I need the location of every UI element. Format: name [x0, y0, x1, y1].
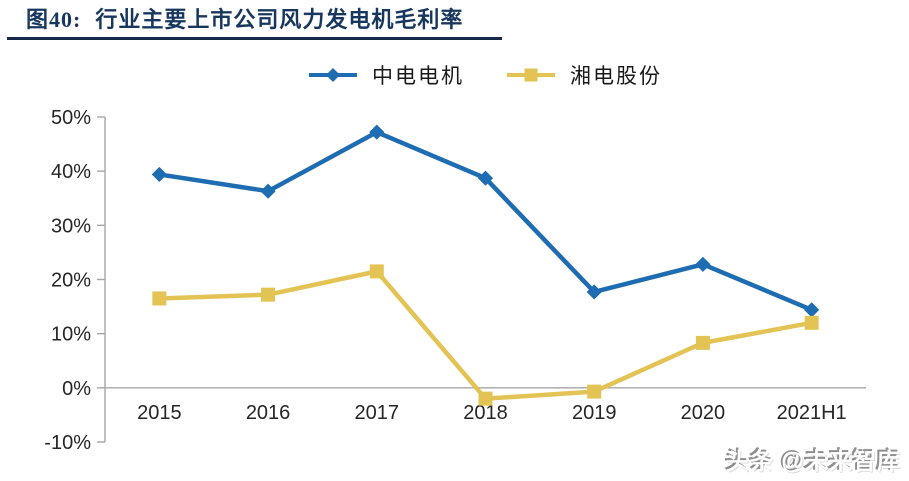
data-point-square — [369, 264, 384, 279]
y-axis-label: 0% — [62, 378, 91, 400]
watermark: 头条 @未来智库 — [726, 448, 901, 474]
legend-label-series1: 中电电机 — [372, 64, 464, 88]
data-point-square — [587, 384, 602, 399]
y-axis-label: -10% — [44, 432, 91, 454]
x-axis-label: 2018 — [463, 402, 508, 424]
legend-line-diamond-icon — [308, 67, 358, 83]
figure-title: 图40: 行业主要上市公司风力发电机毛利率 — [26, 7, 463, 32]
figure-number-label: 图40: — [26, 7, 82, 32]
data-point-diamond — [586, 284, 602, 300]
legend-line-square-icon — [506, 67, 556, 83]
data-point-square — [478, 391, 493, 406]
data-point-diamond — [477, 170, 494, 186]
data-point-diamond — [695, 256, 711, 272]
data-point-diamond — [260, 183, 276, 199]
x-axis-label: 2016 — [246, 402, 291, 424]
data-point-square — [261, 287, 276, 302]
data-point-diamond — [151, 166, 167, 183]
x-axis-label: 2017 — [355, 402, 400, 424]
data-point-square — [804, 315, 819, 330]
chart-legend: 中电电机 湘电股份 — [105, 60, 865, 90]
legend-label-series2: 湘电股份 — [570, 64, 662, 88]
y-axis-label: 20% — [51, 270, 91, 292]
figure-title-text: 行业主要上市公司风力发电机毛利率 — [95, 7, 464, 32]
x-axis-label: 2021H1 — [777, 402, 847, 424]
y-axis-label: 50% — [51, 107, 91, 129]
series-line-1 — [157, 269, 814, 401]
legend-item-zhongdian-motor: 中电电机 — [308, 60, 464, 90]
data-point-square — [152, 291, 167, 306]
data-point-diamond — [369, 124, 385, 140]
data-point-square — [695, 335, 710, 350]
legend-item-xiangdian-shares: 湘电股份 — [506, 60, 662, 90]
y-axis-label: 10% — [51, 324, 91, 346]
x-axis-label: 2020 — [681, 402, 726, 424]
y-axis-label: 30% — [51, 215, 91, 237]
title-divider — [7, 37, 502, 40]
x-axis-label: 2015 — [137, 402, 182, 424]
y-axis-label: 40% — [51, 161, 91, 183]
x-axis-label: 2019 — [572, 402, 617, 424]
series-line-0 — [157, 129, 814, 313]
data-point-diamond — [804, 302, 820, 318]
